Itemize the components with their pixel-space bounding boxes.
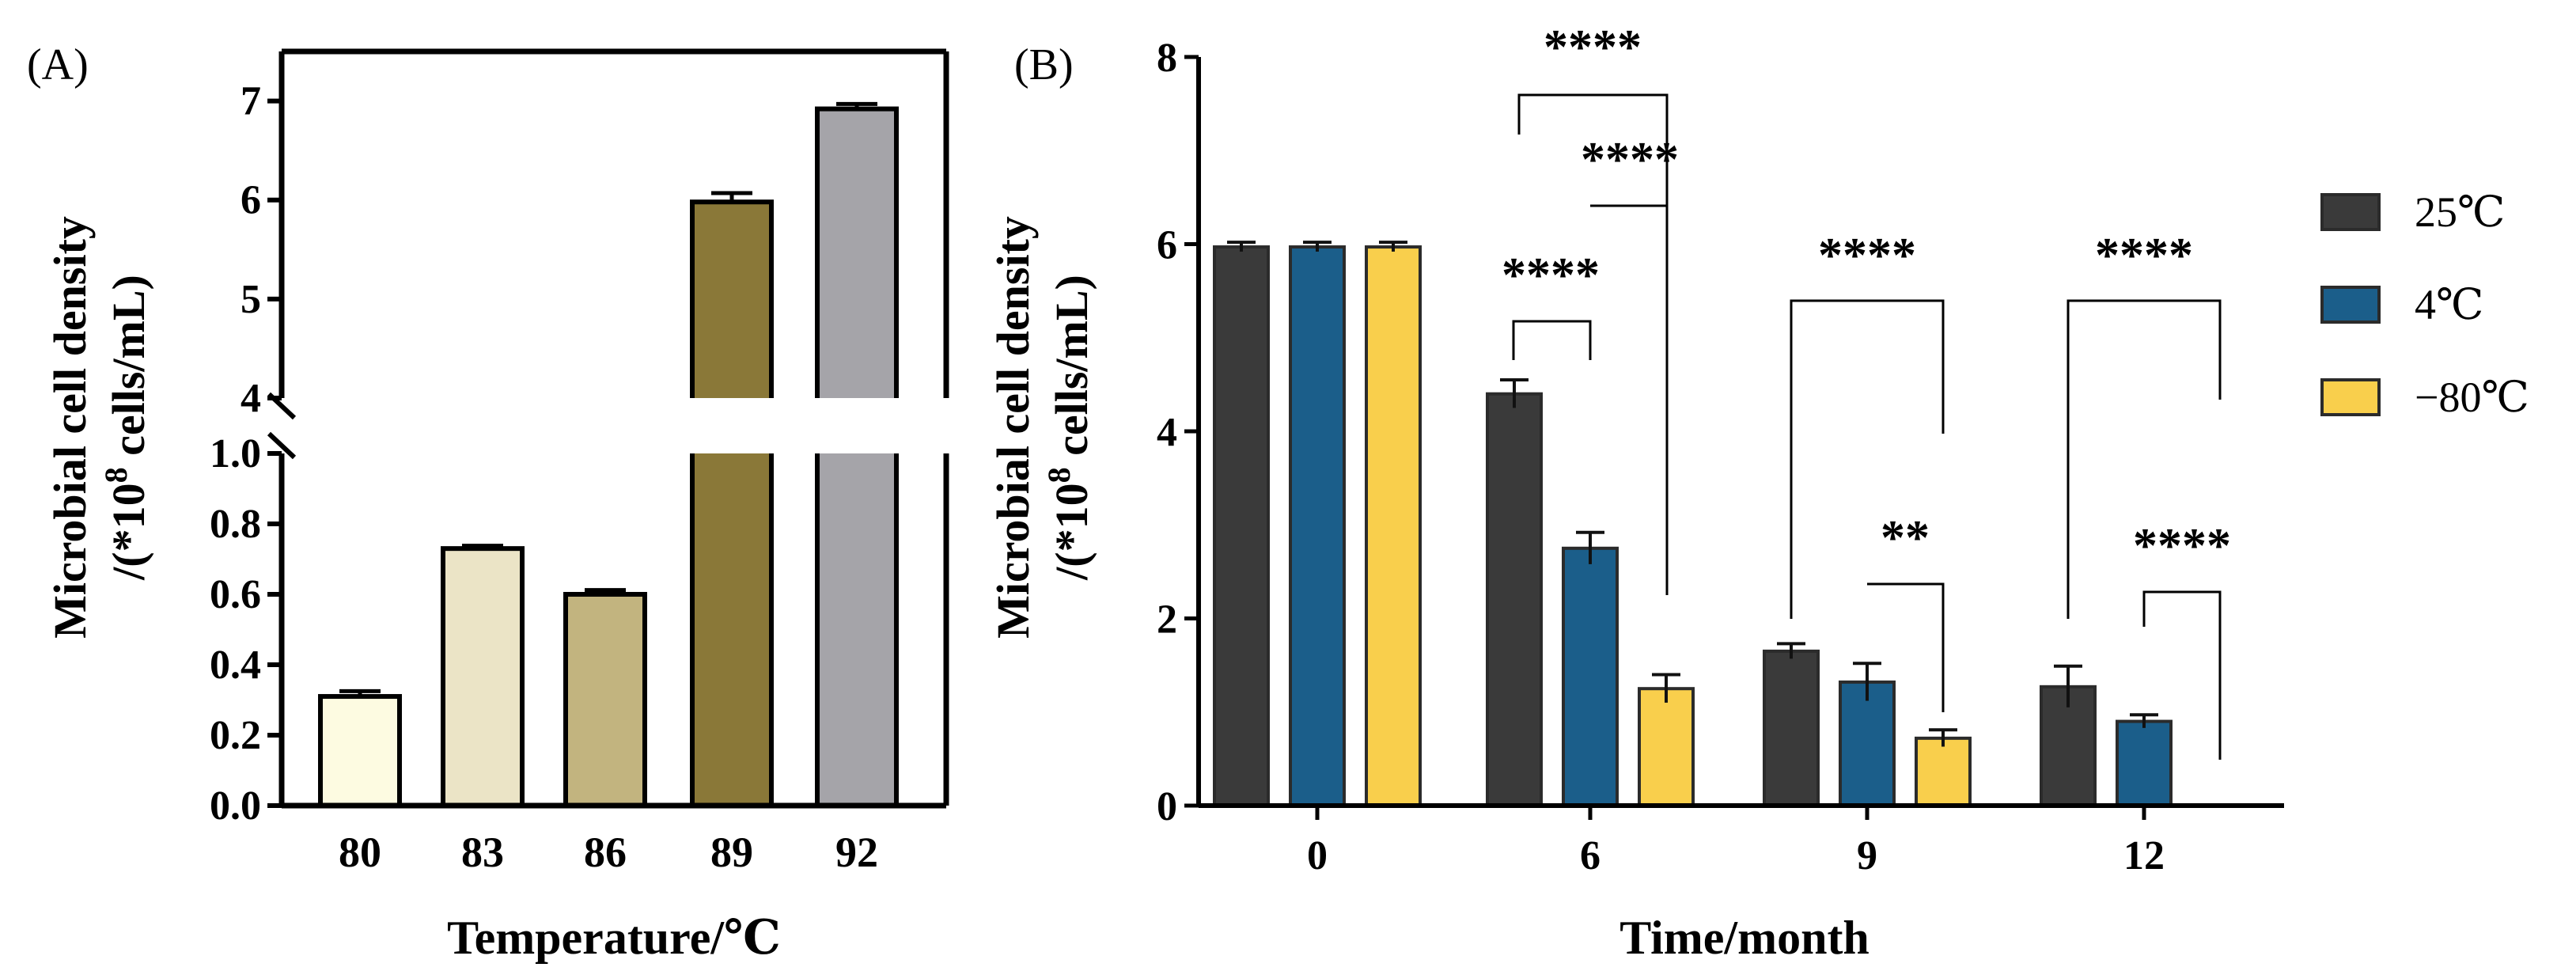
panel-b-bar-series0-0 [1213, 245, 1270, 807]
panel-b-legend-swatch-0 [2320, 193, 2381, 231]
panel-b-bar-series0-6 [1486, 392, 1543, 807]
panel-a-bars [318, 106, 899, 809]
panel-b-bar-series2-0 [1365, 245, 1422, 807]
panel-a-break-mark-lower [267, 431, 297, 460]
panel-a-y-tick-label-5: 5 [241, 277, 261, 322]
panel-b-significance-label-2: **** [1502, 248, 1600, 302]
panel-b-significance-bracket-1 [1590, 204, 1669, 595]
panel-b-significance-label-0: **** [1544, 21, 1642, 74]
panel-a-y-tick-label-0.4: 0.4 [210, 643, 261, 688]
panel-b-significance-bracket-2 [1512, 320, 1592, 360]
panel-a-y-tick-label-0.8: 0.8 [210, 502, 261, 547]
panel-b-bar-series1-12 [2116, 719, 2173, 808]
panel-b-y-ticks: 0 2 4 6 8 [1157, 36, 1199, 829]
panel-a-y-tick-label-4: 4 [241, 376, 261, 421]
panel-a-x-tick-label-80: 80 [339, 829, 381, 876]
panel-a-y-tick-label-0.0: 0.0 [210, 783, 261, 829]
panel-b-x-axis-label: Time/month [1619, 912, 1869, 964]
panel-b-significance-bracket-4 [1867, 582, 1945, 712]
panel-a-axis-break-gap [261, 398, 957, 453]
panel-a-y-tick-label-1.0: 1.0 [210, 431, 261, 476]
panel-a-x-tick-label-83: 83 [461, 829, 504, 876]
panel-a-error-bars [339, 101, 877, 697]
panel-a-x-ticks: 80 83 86 89 92 [339, 829, 878, 876]
panel-a-y-ticks: 0.0 0.2 0.4 0.6 0.8 1.0 4 5 6 7 [210, 79, 282, 829]
panel-b-legend-label-1: 4℃ [2415, 281, 2483, 328]
panel-b-significance-label-4: ** [1881, 511, 1930, 565]
panel-b-significance-bracket-5 [2066, 299, 2222, 619]
panel-a-y-tick-label-6: 6 [241, 178, 261, 223]
panel-b-bar-series2-6 [1638, 687, 1695, 807]
panel-a-x-axis-label: Temperature/℃ [447, 912, 781, 964]
panel-b-y-axis-label-line2: /(*108 cells/mL) [1041, 275, 1097, 581]
panel-b-bar-series0-9 [1763, 649, 1820, 808]
panel-b-bar-series1-0 [1289, 245, 1346, 807]
panel-b-legend-swatch-2 [2320, 378, 2381, 416]
panel-b-legend: 25℃ 4℃ −80℃ [2320, 188, 2529, 421]
panel-b-significance-brackets: ************ ************** [1502, 21, 2231, 760]
panel-b-x-ticks: 0 6 9 12 [1307, 806, 2165, 878]
panel-b-y-tick-label-0: 0 [1157, 784, 1177, 829]
panel-a-bar-92 [815, 106, 899, 808]
panel-b-y-axis-label-line1: Microbial cell density [987, 216, 1039, 639]
panel-b-label: (B) [1014, 40, 1074, 89]
panel-a-y-axis-label-line2: /(*108 cells/mL) [98, 275, 154, 581]
panel-b-bars [1213, 245, 2173, 808]
panel-a-y-tick-label-0.6: 0.6 [210, 572, 261, 617]
panel-a-bar-80 [318, 694, 402, 808]
panel-a: (A) 0.0 0.2 0.4 0.6 0.8 1.0 4 5 6 7 80 83 86 89 92 Te… [27, 40, 957, 964]
panel-a-y-axis-label-line1: Microbial cell density [44, 216, 96, 639]
panel-b-x-tick-label-12: 12 [2123, 833, 2165, 878]
panel-b-significance-bracket-6 [2142, 590, 2222, 760]
panel-b-x-tick-label-9: 9 [1857, 833, 1877, 878]
panel-b-bar-series1-9 [1839, 680, 1896, 807]
panel-b-legend-swatch-1 [2320, 286, 2381, 324]
panel-b-significance-bracket-3 [1790, 299, 1945, 619]
panel-b-y-tick-label-8: 8 [1157, 36, 1177, 81]
panel-b-significance-label-1: **** [1581, 133, 1679, 187]
panel-a-y-tick-label-7: 7 [241, 79, 261, 124]
panel-b-y-tick-label-4: 4 [1157, 410, 1177, 455]
panel-a-x-tick-label-92: 92 [835, 829, 878, 876]
panel-a-label: (A) [27, 40, 89, 89]
panel-b-significance-label-3: **** [1818, 229, 1916, 283]
panel-b-y-tick-label-6: 6 [1157, 223, 1177, 268]
panel-b-bar-series1-6 [1562, 546, 1619, 807]
panel-a-bar-86 [563, 592, 647, 808]
panel-b-legend-label-0: 25℃ [2415, 188, 2505, 236]
panel-a-bar-89 [690, 199, 774, 808]
panel-b-significance-label-5: **** [2095, 229, 2193, 283]
panel-b-x-tick-label-6: 6 [1580, 833, 1601, 878]
panel-a-bar-83 [441, 546, 525, 809]
panel-b-significance-label-6: **** [2133, 519, 2231, 573]
panel-a-y-tick-label-0.2: 0.2 [210, 713, 261, 758]
panel-b-error-bars [1227, 241, 2158, 747]
panel-b-y-tick-label-2: 2 [1157, 597, 1177, 643]
panel-a-x-tick-label-89: 89 [710, 829, 753, 876]
panel-a-x-tick-label-86: 86 [584, 829, 627, 876]
panel-b-x-tick-label-0: 0 [1307, 833, 1328, 878]
panel-b-bar-series2-9 [1915, 736, 1972, 807]
panel-b-legend-label-2: −80℃ [2415, 374, 2529, 421]
